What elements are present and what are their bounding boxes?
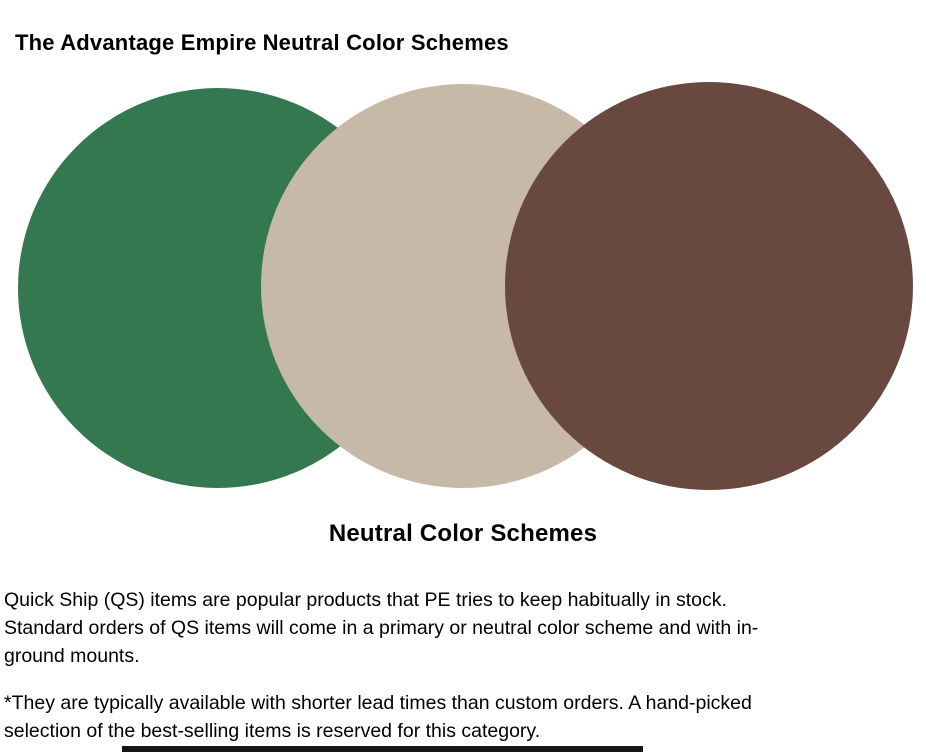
paragraph-line: Standard orders of QS items will come in… xyxy=(4,617,759,639)
page-title-text: Neutral Color Schemes xyxy=(262,30,509,55)
figure-caption: Neutral Color Schemes xyxy=(328,520,598,547)
bottom-cropped-bar xyxy=(122,746,643,752)
paragraph-line: selection of the best-selling items is r… xyxy=(4,720,541,742)
color-scheme-figure xyxy=(18,82,913,490)
paragraph-line: ground mounts. xyxy=(4,645,140,667)
paragraph-quick-ship: Quick Ship (QS) items are popular produc… xyxy=(4,586,924,670)
paragraph-line: *They are typically available with short… xyxy=(4,692,752,714)
page-title: The Advantage Empire Neutral Color Scheme… xyxy=(15,30,509,56)
body-text: Quick Ship (QS) items are popular produc… xyxy=(4,586,924,745)
brown-circle xyxy=(505,82,913,490)
paragraph-lead-times: *They are typically available with short… xyxy=(4,689,924,745)
paragraph-line: Quick Ship (QS) items are popular produc… xyxy=(4,589,727,611)
site-name: The Advantage Empire xyxy=(15,30,257,55)
